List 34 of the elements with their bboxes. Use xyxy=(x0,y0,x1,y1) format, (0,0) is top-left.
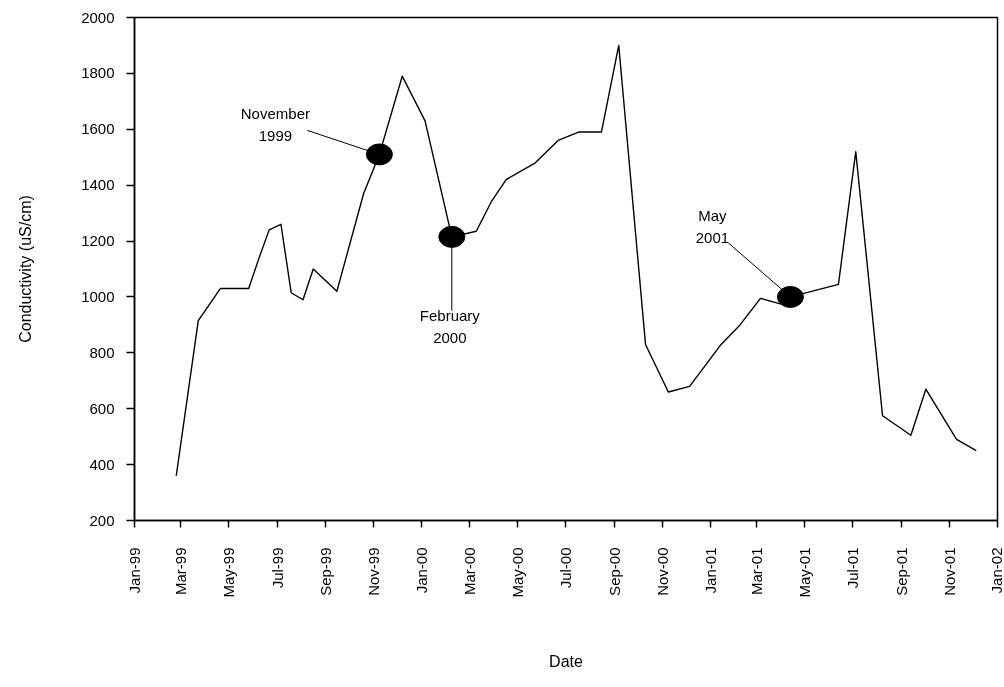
y-tick-label: 1600 xyxy=(81,120,115,138)
y-axis-title: Conductivity (uS/cm) xyxy=(17,195,35,343)
y-tick-label: 800 xyxy=(89,343,115,361)
annotation: May 2001 xyxy=(695,207,730,247)
x-tick-label: Mar-99 xyxy=(172,547,190,596)
x-tick-label: May-00 xyxy=(508,547,526,598)
x-tick-label: Jan-00 xyxy=(413,547,431,594)
x-tick-label: Sep-01 xyxy=(892,547,910,596)
x-tick-label: Jul-01 xyxy=(844,547,862,589)
x-tick-label: Nov-99 xyxy=(365,547,383,596)
x-tick-label: Mar-01 xyxy=(748,547,766,596)
x-tick-label: Sep-00 xyxy=(605,547,623,596)
x-tick-label: Nov-00 xyxy=(653,547,671,596)
x-tick-label: Nov-01 xyxy=(940,547,958,596)
y-tick-label: 1000 xyxy=(81,287,115,305)
x-tick-label: May-01 xyxy=(796,547,814,598)
y-tick-label: 2000 xyxy=(81,8,115,26)
x-tick-label: Jan-02 xyxy=(987,547,1004,594)
y-tick-label: 400 xyxy=(89,455,115,473)
x-tick-label: Jul-99 xyxy=(268,547,286,589)
annotation: February 2000 xyxy=(419,307,481,347)
x-tick-label: Mar-00 xyxy=(460,547,478,596)
annotation: November 1999 xyxy=(240,104,310,144)
x-tick-label: Jan-01 xyxy=(701,547,719,594)
x-tick-label: Jul-00 xyxy=(556,547,574,589)
x-tick-label: Sep-99 xyxy=(317,547,335,596)
y-tick-label: 1200 xyxy=(81,232,115,250)
y-tick-label: 1400 xyxy=(81,176,115,194)
x-axis-title: Date xyxy=(549,652,583,670)
y-tick-label: 600 xyxy=(89,399,115,417)
y-tick-label: 1800 xyxy=(81,64,115,82)
x-tick-label: Jan-99 xyxy=(126,547,143,594)
y-tick-label: 200 xyxy=(89,511,115,529)
x-tick-label: May-99 xyxy=(220,547,238,598)
